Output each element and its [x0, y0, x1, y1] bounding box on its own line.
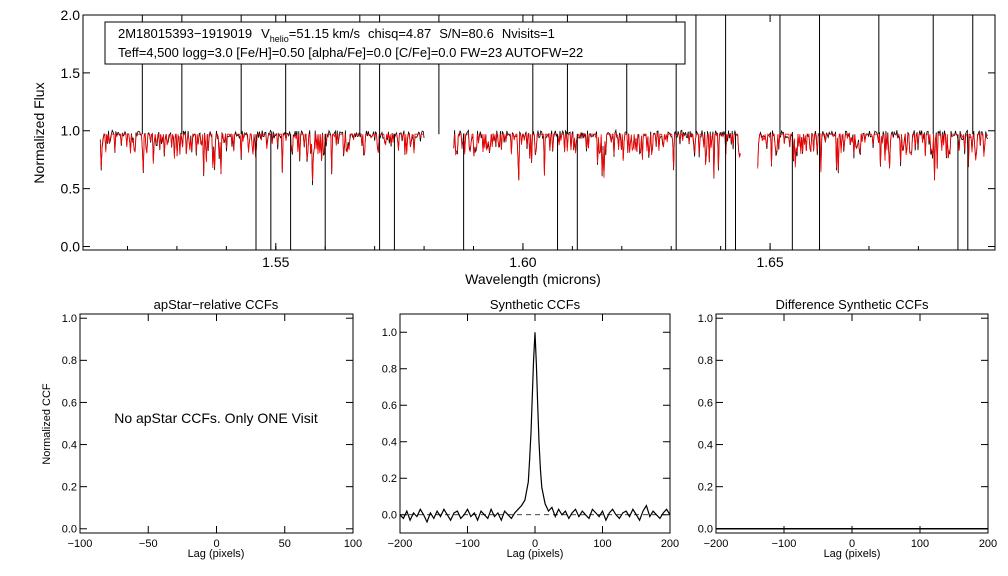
apstar-ccf-ticks: −100 −50 0 50 100 0.0 0.2 0.4 0.6 0.8 1.0: [62, 313, 362, 550]
synthetic-ccf-panel: −200 −100 0 100 200 0.0 0.2 0.4 0.6 0.8 1.0 Synthe…: [382, 297, 679, 560]
apstar-ccf-ytick-label: 0.0: [62, 524, 77, 536]
spectrum-info-line1: 2M18015393−1919019 Vhelio=51.15 km/s chisq…: [118, 26, 555, 44]
synthetic-ccf-ytick-label: 0.8: [382, 364, 397, 376]
apstar-ccf-annotation: No apStar CCFs. Only ONE Visit: [114, 410, 318, 426]
synthetic-ccf-ticks: −200 −100 0 100 200 0.0 0.2 0.4 0.6 0.8 1.0: [382, 314, 679, 550]
observed-spectrum-line: [99, 129, 425, 186]
spectrum-ytick-label: 2.0: [61, 7, 81, 23]
difference-ccf-axes-frame: [715, 313, 989, 534]
synthetic-ccf-ytick-label: 0.2: [382, 473, 397, 485]
apstar-ccf-ytick-label: 1.0: [62, 313, 77, 325]
difference-ccf-title: Difference Synthetic CCFs: [776, 297, 929, 312]
spectrum-info-line2: Teff=4,500 logg=3.0 [Fe/H]=0.50 [alpha/F…: [118, 45, 583, 60]
synthetic-ccf-xtick-label: −200: [388, 538, 413, 550]
difference-ccf-xtick-label: −200: [704, 538, 729, 550]
difference-ccf-ytick-label: 0.2: [698, 482, 713, 494]
difference-ccf-ytick-label: 0.0: [698, 524, 713, 536]
synthetic-ccf-axes-frame: [399, 313, 671, 534]
spectrum-xtick-label: 1.55: [262, 254, 289, 270]
synthetic-ccf-xtick-label: 200: [661, 538, 679, 550]
spectrum-xlabel: Wavelength (microns): [465, 271, 601, 287]
spectrum-ytick-label: 0.0: [61, 238, 81, 254]
apstar-ccf-ylabel: Normalized CCF: [41, 383, 53, 465]
apstar-ccf-xtick-label: −50: [139, 538, 158, 550]
synthetic-ccf-xtick-label: 0: [532, 538, 538, 550]
spectrum-info-box: [104, 21, 686, 65]
difference-ccf-ytick-label: 1.0: [698, 313, 713, 325]
synthetic-ccf-ytick-label: 0.0: [382, 510, 397, 522]
synthetic-ccf-ytick-label: 1.0: [382, 327, 397, 339]
synthetic-ccf-xtick-label: −100: [455, 538, 480, 550]
spectrum-ytick-label: 0.5: [61, 181, 81, 197]
synthetic-ccf-xtick-label: 100: [593, 538, 611, 550]
apstar-ccf-xtick-label: 50: [279, 538, 291, 550]
synthetic-ccf-ytick-label: 0.6: [382, 400, 397, 412]
apstar-ccf-title: apStar−relative CCFs: [154, 297, 279, 312]
spectrum-xtick-label: 1.65: [756, 254, 783, 270]
apstar-ccf-xtick-label: 0: [213, 538, 219, 550]
apstar-ccf-ytick-label: 0.4: [62, 439, 77, 451]
difference-ccf-xtick-label: 0: [849, 538, 855, 550]
spectrum-xtick-label: 1.60: [509, 254, 536, 270]
spectrum-ytick-label: 1.5: [61, 65, 81, 81]
spectrum-ticks: 1.55 1.60 1.65 0.0 0.5 1.0 1.5 2.0: [61, 7, 995, 270]
spectrum-ylabel: Normalized Flux: [31, 82, 47, 183]
spectrum-panel: 1.55 1.60 1.65 0.0 0.5 1.0 1.5 2.0 2M18015393−1…: [31, 7, 996, 287]
model-spectrum-line: [99, 133, 425, 182]
difference-ccf-panel: −200 −100 0 100 200 0.0 0.2 0.4 0.6 0.8 1.0 Differ…: [698, 297, 997, 560]
synthetic-ccf-line: [399, 332, 671, 524]
model-spectrum-line: [757, 132, 988, 181]
spectrum-ytick-label: 1.0: [61, 123, 81, 139]
synthetic-ccf-xlabel: Lag (pixels): [507, 548, 564, 560]
synthetic-ccf-title: Synthetic CCFs: [490, 297, 581, 312]
apstar-ccf-xtick-label: 100: [344, 538, 362, 550]
difference-ccf-xlabel: Lag (pixels): [824, 548, 881, 560]
difference-ccf-ytick-label: 0.8: [698, 355, 713, 367]
apstar-ccf-xlabel: Lag (pixels): [188, 548, 245, 560]
synthetic-ccf-lines: [399, 332, 671, 524]
difference-ccf-ytick-label: 0.4: [698, 439, 713, 451]
difference-ccf-ytick-label: 0.6: [698, 397, 713, 409]
model-spectrum-line: [453, 132, 741, 180]
spectrum-axes-frame: [82, 14, 996, 251]
apstar-ccf-ytick-label: 0.6: [62, 397, 77, 409]
difference-ccf-xtick-label: 100: [911, 538, 929, 550]
difference-ccf-xtick-label: −100: [772, 538, 797, 550]
difference-ccf-ticks: −200 −100 0 100 200 0.0 0.2 0.4 0.6 0.8 1.0: [698, 313, 997, 550]
apstar-ccf-ytick-label: 0.2: [62, 482, 77, 494]
synthetic-ccf-ytick-label: 0.4: [382, 437, 397, 449]
apstar-ccf-panel: −100 −50 0 50 100 0.0 0.2 0.4 0.6 0.8 1.0 apStar−r…: [41, 297, 362, 560]
difference-ccf-xtick-label: 200: [979, 538, 997, 550]
apstar-ccf-xtick-label: −100: [68, 538, 93, 550]
apstar-ccf-ytick-label: 0.8: [62, 355, 77, 367]
